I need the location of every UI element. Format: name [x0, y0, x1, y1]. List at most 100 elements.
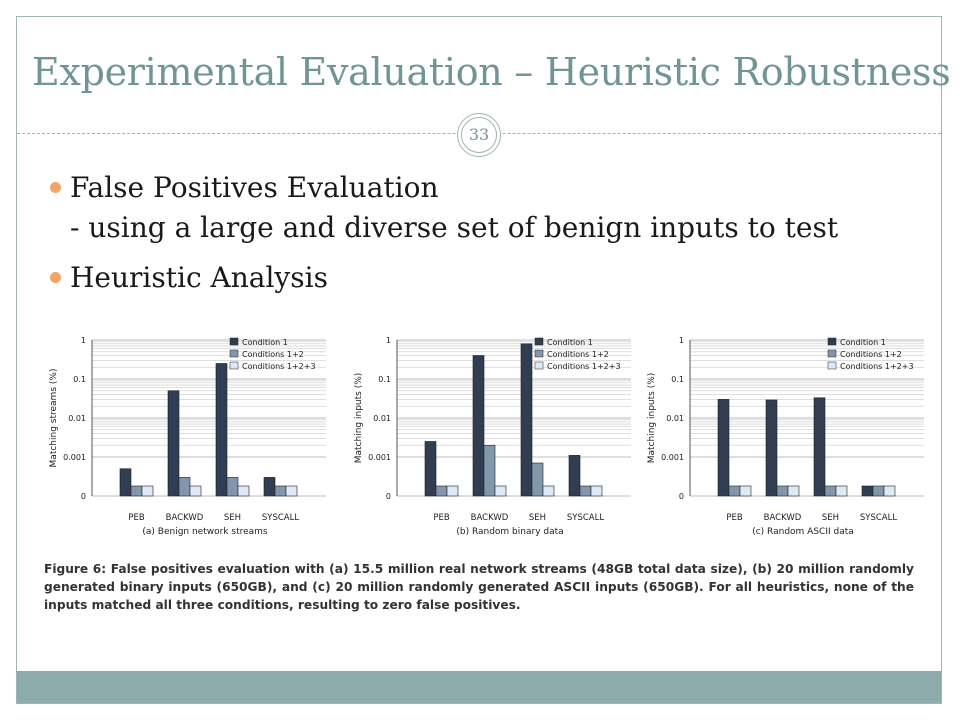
legend-label: Conditions 1+2+3	[242, 362, 316, 371]
bar-syscall-2	[872, 485, 885, 497]
bar-peb-3	[739, 485, 752, 497]
legend-label: Conditions 1+2	[547, 350, 609, 359]
bar-backwd-3	[494, 485, 507, 497]
slide-title: Experimental Evaluation – Heuristic Robu…	[32, 50, 951, 94]
y-tick-label: 0.01	[666, 414, 684, 423]
x-tick-label: SYSCALL	[860, 513, 897, 523]
legend-swatch	[229, 349, 239, 358]
bar-syscall-3	[883, 485, 896, 497]
bar-syscall-1	[568, 455, 581, 497]
bar-seh-3	[237, 485, 250, 497]
legend-swatch	[827, 337, 837, 346]
bar-backwd-1	[472, 355, 485, 497]
legend-label: Conditions 1+2+3	[547, 362, 621, 371]
legend-label: Conditions 1+2	[840, 350, 902, 359]
y-tick-label: 0	[679, 492, 684, 501]
legend-label: Conditions 1+2+3	[840, 362, 914, 371]
bullet-item: Heuristic Analysis	[48, 258, 928, 298]
x-tick-label: SEH	[529, 513, 546, 523]
bar-peb-1	[717, 399, 730, 497]
x-tick-label: BACKWD	[471, 513, 509, 523]
y-tick-label: 0.1	[671, 375, 684, 384]
bar-syscall-3	[590, 485, 603, 497]
bullet-list: False Positives Evaluation - using a lar…	[48, 168, 928, 298]
page-number-badge: 33	[457, 113, 501, 157]
y-tick-label: 0.01	[373, 414, 391, 423]
x-tick-label: SYSCALL	[567, 513, 604, 523]
x-tick-label: SYSCALL	[262, 513, 299, 523]
y-axis-label: Matching inputs (%)	[647, 373, 657, 464]
y-tick-label: 1	[386, 336, 391, 345]
y-tick-label: 0.1	[73, 375, 86, 384]
bar-syscall-1	[263, 477, 276, 497]
legend-swatch	[827, 361, 837, 370]
bar-backwd-3	[189, 485, 202, 497]
figure-charts: 0 0.001 0.01 0.1 1 Matching streams (%) PEB BAC…	[30, 330, 930, 550]
bullet-subtext: - using a large and diverse set of benig…	[70, 211, 839, 244]
legend-label: Condition 1	[547, 338, 593, 347]
x-tick-label: PEB	[433, 513, 449, 523]
bar-syscall-2	[579, 485, 592, 497]
bar-backwd-3	[787, 485, 800, 497]
y-tick-label: 1	[81, 336, 86, 345]
chart-random-ascii-data: 0 0.001 0.01 0.1 1 Matching inputs (%) PEB BACK…	[647, 336, 924, 537]
x-tick-label: SEH	[822, 513, 839, 523]
page-number: 33	[461, 117, 497, 153]
bar-seh-1	[813, 397, 826, 497]
legend-swatch	[534, 337, 544, 346]
legend-swatch	[534, 361, 544, 370]
bullet-text: Heuristic Analysis	[70, 261, 328, 294]
bar-backwd-2	[178, 477, 191, 497]
bar-backwd-1	[765, 399, 778, 497]
x-axis-label: (c) Random ASCII data	[752, 527, 854, 537]
bullet-text: False Positives Evaluation	[70, 171, 439, 204]
legend-swatch	[534, 349, 544, 358]
bar-peb-3	[141, 485, 154, 497]
legend-swatch	[827, 349, 837, 358]
bar-backwd-2	[483, 444, 496, 497]
bar-peb-2	[130, 485, 143, 497]
bar-peb-2	[435, 485, 448, 497]
x-tick-label: PEB	[128, 513, 144, 523]
x-axis-label: (a) Benign network streams	[142, 527, 268, 537]
bar-peb-1	[119, 468, 132, 497]
footer-bar	[17, 671, 941, 703]
legend-label: Condition 1	[840, 338, 886, 347]
legend-swatch	[229, 361, 239, 370]
bullet-item: False Positives Evaluation - using a lar…	[48, 168, 928, 248]
chart-random-binary-data: 0 0.001 0.01 0.1 1 Matching inputs (%) PEB BACK…	[354, 336, 631, 537]
y-tick-label: 0.001	[661, 453, 684, 462]
y-tick-label: 0	[81, 492, 86, 501]
bar-backwd-2	[776, 485, 789, 497]
y-tick-label: 0	[386, 492, 391, 501]
x-tick-label: BACKWD	[166, 513, 204, 523]
bullet-dot-icon	[50, 182, 61, 193]
chart-benign-network-streams: 0 0.001 0.01 0.1 1 Matching streams (%) PEB BAC…	[49, 336, 326, 537]
y-tick-label: 0.1	[378, 375, 391, 384]
y-tick-label: 0.001	[368, 453, 391, 462]
bar-peb-1	[424, 441, 437, 497]
bar-seh-2	[226, 477, 239, 497]
x-tick-label: SEH	[224, 513, 241, 523]
bar-seh-2	[824, 485, 837, 497]
bar-seh-3	[542, 485, 555, 497]
x-tick-label: PEB	[726, 513, 742, 523]
bar-peb-3	[446, 485, 459, 497]
bar-seh-3	[835, 485, 848, 497]
legend-swatch	[229, 337, 239, 346]
legend-label: Conditions 1+2	[242, 350, 304, 359]
x-axis-label: (b) Random binary data	[456, 527, 563, 537]
figure-caption: Figure 6: False positives evaluation wit…	[44, 562, 914, 612]
y-axis-label: Matching inputs (%)	[354, 373, 364, 464]
y-tick-label: 0.01	[68, 414, 86, 423]
bar-syscall-1	[861, 485, 874, 497]
bar-syscall-2	[274, 485, 287, 497]
bar-peb-2	[728, 485, 741, 497]
bar-syscall-3	[285, 485, 298, 497]
y-tick-label: 0.001	[63, 453, 86, 462]
y-axis-label: Matching streams (%)	[49, 369, 59, 468]
bullet-dot-icon	[50, 272, 61, 283]
slide-frame	[16, 16, 942, 704]
bar-seh-2	[531, 462, 544, 497]
bar-seh-1	[215, 363, 228, 497]
